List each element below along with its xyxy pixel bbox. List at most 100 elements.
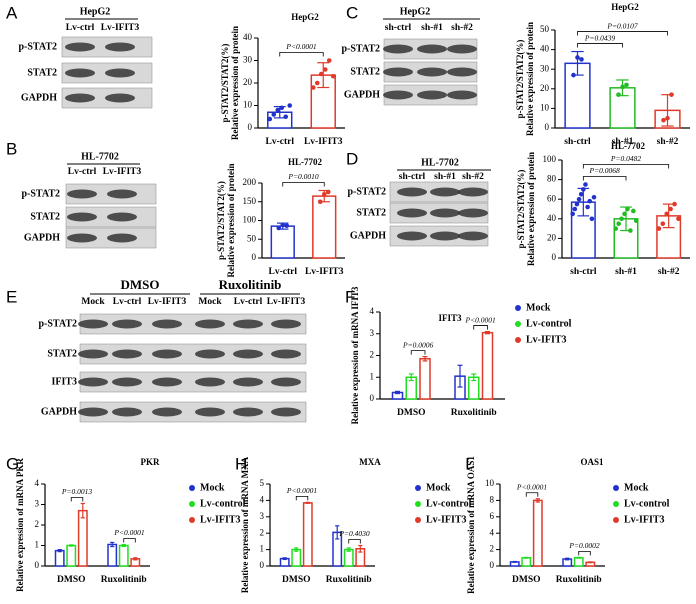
bar xyxy=(343,548,354,567)
bar xyxy=(77,509,88,567)
blot-band xyxy=(67,189,97,199)
row-label: STAT2 xyxy=(350,66,380,77)
x-tick-label: Lv-ctrl xyxy=(266,137,295,147)
legend-marker xyxy=(189,517,195,523)
data-point xyxy=(633,218,639,224)
data-point xyxy=(672,201,677,207)
data-point xyxy=(574,201,580,207)
blot-band xyxy=(78,349,108,359)
legend-label: Mock xyxy=(200,482,225,493)
y-tick-label: 10 xyxy=(243,100,253,110)
data-point xyxy=(581,187,586,192)
blot-band xyxy=(458,187,488,197)
data-point xyxy=(280,222,286,228)
lane-label: Lv-IFIT3 xyxy=(267,297,306,307)
blot-band xyxy=(430,208,460,218)
y-tick-label: 1 xyxy=(370,371,375,381)
sig-label: P=0.0002 xyxy=(568,541,600,550)
chart-title: HL-7702 xyxy=(611,141,646,151)
y-tick-label: 4 xyxy=(35,478,40,488)
x-tick-label: DMSO xyxy=(282,575,311,585)
y-tick-label: 8 xyxy=(490,494,495,504)
chart-title: HepG2 xyxy=(291,12,319,22)
sig-bracket xyxy=(582,164,670,169)
data-point xyxy=(613,226,619,231)
y-tick-label: 3 xyxy=(35,499,40,509)
row-label: STAT2 xyxy=(27,67,57,78)
legend-label: Lv-control xyxy=(200,498,246,509)
y-tick-label: 0 xyxy=(370,393,375,403)
x-tick-label: Lv-ctrl xyxy=(269,267,298,277)
y-tick-label: 1 xyxy=(35,540,40,550)
blot-band xyxy=(107,212,137,222)
data-point xyxy=(620,84,625,90)
legend-label: Lv-control xyxy=(426,498,472,509)
blot-band xyxy=(383,44,413,54)
panel-letter: E xyxy=(6,287,17,306)
data-point xyxy=(669,92,674,97)
data-point xyxy=(276,225,282,231)
sig-label: P=0.0006 xyxy=(402,340,434,349)
blot-band xyxy=(152,319,182,329)
x-tick-label: sh-ctrl xyxy=(570,267,597,277)
y-axis-label: Relative expression of protein xyxy=(526,152,536,266)
lane-label: Lv-ctrl xyxy=(234,297,263,307)
y-axis-label: Relative expression of mRNA IFIT3 xyxy=(350,286,360,424)
y-tick-label: 0 xyxy=(490,560,495,570)
y-tick-label: 4 xyxy=(370,306,375,316)
data-point xyxy=(589,216,595,222)
chart-title: HepG2 xyxy=(611,2,639,12)
y-axis-label: p-STAT2/STAT2(%) xyxy=(216,181,226,260)
data-point xyxy=(676,216,681,222)
blot-band xyxy=(271,349,301,359)
x-tick-label: Ruxolitinib xyxy=(556,575,602,585)
row-label: GAPDH xyxy=(350,230,386,241)
legend-label: Lv-control xyxy=(624,498,670,509)
x-tick-label: sh-#1 xyxy=(612,137,634,147)
x-tick-label: Lv-IFIT3 xyxy=(305,267,344,277)
y-tick-label: 50 xyxy=(540,24,550,34)
row-label: IFIT3 xyxy=(51,376,77,387)
blot-band xyxy=(430,231,460,241)
sig-bracket xyxy=(295,495,309,501)
y-tick-label: 50 xyxy=(247,233,257,243)
bar xyxy=(270,225,295,259)
chart-title: OAS1 xyxy=(580,457,604,467)
legend-marker xyxy=(613,501,619,507)
x-tick-label: Ruxolitinib xyxy=(451,408,497,418)
y-tick-label: 2 xyxy=(260,527,265,537)
sig-bracket xyxy=(473,325,488,330)
bar xyxy=(66,544,77,567)
sig-bracket xyxy=(348,539,361,544)
row-label: STAT2 xyxy=(30,211,60,222)
y-tick-label: 20 xyxy=(243,77,253,87)
y-axis-label: p-STAT2/STAT2(%) xyxy=(220,44,230,123)
blot-band xyxy=(233,349,263,359)
data-point xyxy=(664,211,670,217)
sig-bracket xyxy=(279,52,324,57)
row-label: p-STAT2 xyxy=(347,186,386,197)
blot-band xyxy=(112,377,142,387)
bar xyxy=(532,499,543,567)
data-point xyxy=(579,57,584,62)
sig-label: P=0.0439 xyxy=(584,33,616,42)
data-point xyxy=(271,112,277,117)
blot-band xyxy=(233,377,263,387)
y-tick-label: 6 xyxy=(490,511,495,521)
data-point xyxy=(631,208,636,214)
row-label: GAPDH xyxy=(41,406,77,417)
blot-band xyxy=(447,67,477,77)
row-label: p-STAT2 xyxy=(38,318,77,329)
bar xyxy=(291,548,302,567)
y-tick-label: 3 xyxy=(370,328,375,338)
row-label: STAT2 xyxy=(47,348,77,359)
blot-band xyxy=(195,377,225,387)
lane-label: Mock xyxy=(198,297,222,307)
row-label: p-STAT2 xyxy=(341,43,380,54)
sig-bracket xyxy=(410,350,426,355)
blot-band xyxy=(152,349,182,359)
x-tick-label: DMSO xyxy=(397,408,426,418)
blot-band xyxy=(233,407,263,417)
y-tick-label: 60 xyxy=(547,193,557,203)
